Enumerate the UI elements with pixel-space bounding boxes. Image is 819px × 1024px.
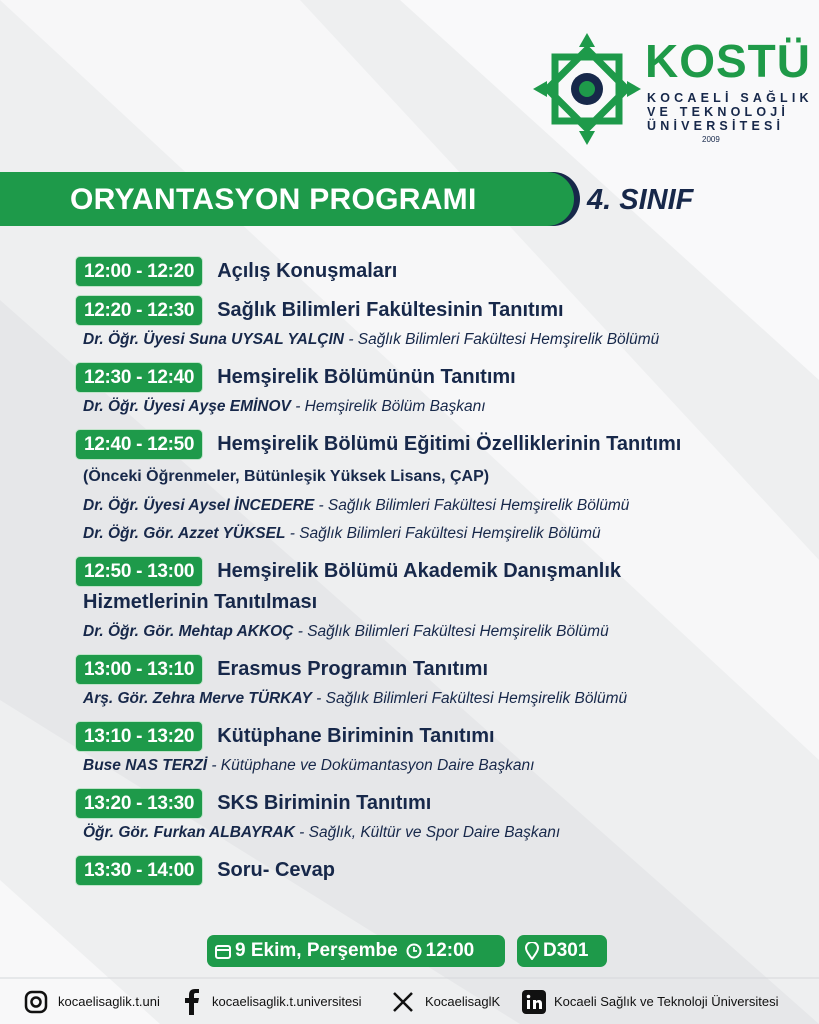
time-pill: 12:00 - 12:20 — [75, 256, 204, 287]
program-item: 12:50 - 13:00 Hemşirelik Bölümü Akademik … — [75, 556, 705, 646]
clock-icon — [406, 943, 422, 959]
linkedin-icon[interactable] — [522, 990, 546, 1014]
item-heading: 13:10 - 13:20 Kütüphane Biriminin Tanıtım… — [75, 721, 705, 752]
speaker-name: Dr. Öğr. Üyesi Ayşe EMİNOV — [83, 398, 291, 415]
time-pill: 13:00 - 13:10 — [75, 654, 204, 685]
speaker: Dr. Öğr. Gör. Azzet YÜKSEL - Sağlık Bili… — [75, 520, 705, 548]
calendar-icon — [215, 945, 231, 959]
speaker-role: - Sağlık, Kültür ve Spor Daire Başkanı — [299, 824, 561, 841]
header-title: ORYANTASYON PROGRAMI — [70, 183, 477, 216]
item-heading: 12:00 - 12:20 Açılış Konuşmaları — [75, 256, 705, 287]
speaker-name: Arş. Gör. Zehra Merve TÜRKAY — [83, 690, 312, 707]
linkedin-page[interactable]: Kocaeli Sağlık ve Teknoloji Üniversitesi — [554, 994, 779, 1009]
speaker-role: - Sağlık Bilimleri Fakültesi Hemşirelik … — [318, 497, 630, 514]
speaker: Buse NAS TERZİ - Kütüphane ve Dokümantas… — [75, 752, 705, 780]
speaker-name: Öğr. Gör. Furkan ALBAYRAK — [83, 824, 295, 841]
speaker: Dr. Öğr. Gör. Mehtap AKKOÇ - Sağlık Bili… — [75, 618, 705, 646]
speaker: Dr. Öğr. Üyesi Suna UYSAL YALÇIN - Sağlı… — [75, 326, 705, 354]
time-pill: 12:40 - 12:50 — [75, 429, 204, 460]
speaker-name: Dr. Öğr. Gör. Mehtap AKKOÇ — [83, 623, 294, 640]
item-title: Hemşirelik Bölümü Eğitimi Özelliklerinin… — [217, 433, 682, 455]
speaker-role: - Hemşirelik Bölüm Başkanı — [295, 398, 486, 415]
item-title: Erasmus Programın Tanıtımı — [217, 658, 488, 680]
item-heading: 12:30 - 12:40 Hemşirelik Bölümünün Tanıtı… — [75, 362, 705, 393]
logo-line: VE TEKNOLOJİ — [647, 105, 790, 119]
speaker-name: Buse NAS TERZİ — [83, 757, 208, 774]
location-chip: D301 — [517, 935, 607, 967]
pin-icon — [525, 942, 539, 960]
program-item: 13:20 - 13:30 SKS Biriminin Tanıtımı Öğr. … — [75, 788, 705, 847]
item-heading: 13:30 - 14:00 Soru- Cevap — [75, 855, 705, 886]
speaker-role: - Kütüphane ve Dokümantasyon Daire Başka… — [211, 757, 535, 774]
program-item: 13:00 - 13:10 Erasmus Programın Tanıtımı A… — [75, 654, 705, 713]
item-heading: 13:20 - 13:30 SKS Biriminin Tanıtımı — [75, 788, 705, 819]
logo-name: KOSTÜ — [645, 35, 811, 87]
item-title: Sağlık Bilimleri Fakültesinin Tanıtımı — [217, 299, 564, 321]
instagram-icon[interactable] — [24, 990, 48, 1014]
speaker: Dr. Öğr. Üyesi Aysel İNCEDERE - Sağlık B… — [75, 492, 705, 520]
program-item: 12:20 - 12:30 Sağlık Bilimleri Fakültesin… — [75, 295, 705, 354]
logo-line: ÜNİVERSİTESİ — [647, 119, 785, 133]
speaker: Öğr. Gör. Furkan ALBAYRAK - Sağlık, Kült… — [75, 819, 705, 847]
time-pill: 13:30 - 14:00 — [75, 855, 204, 886]
event-time: 12:00 — [425, 940, 475, 961]
time-pill: 12:50 - 13:00 — [75, 556, 204, 587]
logo-emblem — [533, 33, 641, 145]
speaker-name: Dr. Öğr. Üyesi Aysel İNCEDERE — [83, 497, 315, 514]
header-band — [0, 172, 574, 226]
item-heading: 12:50 - 13:00 Hemşirelik Bölümü Akademik … — [75, 556, 705, 618]
event-date: 9 Ekim, Perşembe — [235, 940, 398, 961]
speaker-role: - Sağlık Bilimleri Fakültesi Hemşirelik … — [316, 690, 628, 707]
header-badge: 4. SINIF — [587, 184, 694, 216]
speaker-name: Dr. Öğr. Üyesi Suna UYSAL YALÇIN — [83, 331, 344, 348]
program-list: 12:00 - 12:20 Açılış Konuşmaları 12:20 - 1… — [75, 256, 705, 894]
item-note: (Önceki Öğrenmeler, Bütünleşik Yüksek Li… — [83, 468, 490, 485]
item-title: Hemşirelik Bölümünün Tanıtımı — [217, 366, 516, 388]
time-pill: 13:20 - 13:30 — [75, 788, 204, 819]
time-pill: 12:20 - 12:30 — [75, 295, 204, 326]
date-chip: 9 Ekim, Perşembe 12:00 — [207, 935, 505, 967]
item-title: SKS Biriminin Tanıtımı — [217, 792, 432, 814]
program-item: 12:30 - 12:40 Hemşirelik Bölümünün Tanıtı… — [75, 362, 705, 421]
item-title: Soru- Cevap — [217, 859, 335, 881]
program-item: 12:40 - 12:50 Hemşirelik Bölümü Eğitimi Ö… — [75, 429, 705, 548]
facebook-icon[interactable] — [184, 989, 200, 1015]
program-item: 13:30 - 14:00 Soru- Cevap — [75, 855, 705, 886]
program-item: 13:10 - 13:20 Kütüphane Biriminin Tanıtım… — [75, 721, 705, 780]
item-title: Hemşirelik Bölümü Akademik Danışmanlık H… — [83, 560, 622, 613]
time-pill: 12:30 - 12:40 — [75, 362, 204, 393]
item-title: Kütüphane Biriminin Tanıtımı — [217, 725, 495, 747]
logo-year: 2009 — [702, 135, 720, 144]
speaker-role: - Sağlık Bilimleri Fakültesi Hemşirelik … — [289, 525, 601, 542]
item-heading: 12:40 - 12:50 Hemşirelik Bölümü Eğitimi Ö… — [75, 429, 705, 492]
speaker: Arş. Gör. Zehra Merve TÜRKAY - Sağlık Bi… — [75, 685, 705, 713]
program-item: 12:00 - 12:20 Açılış Konuşmaları — [75, 256, 705, 287]
speaker-role: - Sağlık Bilimleri Fakültesi Hemşirelik … — [297, 623, 609, 640]
instagram-handle[interactable]: kocaelisaglik.t.uni — [58, 994, 160, 1009]
speaker-name: Dr. Öğr. Gör. Azzet YÜKSEL — [83, 525, 286, 542]
item-heading: 13:00 - 13:10 Erasmus Programın Tanıtımı — [75, 654, 705, 685]
x-icon[interactable] — [392, 991, 414, 1013]
facebook-handle[interactable]: kocaelisaglik.t.universitesi — [212, 994, 362, 1009]
speaker: Dr. Öğr. Üyesi Ayşe EMİNOV - Hemşirelik … — [75, 393, 705, 421]
time-pill: 13:10 - 13:20 — [75, 721, 204, 752]
item-title: Açılış Konuşmaları — [217, 260, 398, 282]
x-handle[interactable]: KocaelisaglK — [425, 994, 501, 1009]
item-heading: 12:20 - 12:30 Sağlık Bilimleri Fakültesin… — [75, 295, 705, 326]
logo-line: KOCAELİ SAĞLIK — [647, 91, 813, 105]
event-location: D301 — [543, 940, 589, 961]
speaker-role: - Sağlık Bilimleri Fakültesi Hemşirelik … — [348, 331, 660, 348]
